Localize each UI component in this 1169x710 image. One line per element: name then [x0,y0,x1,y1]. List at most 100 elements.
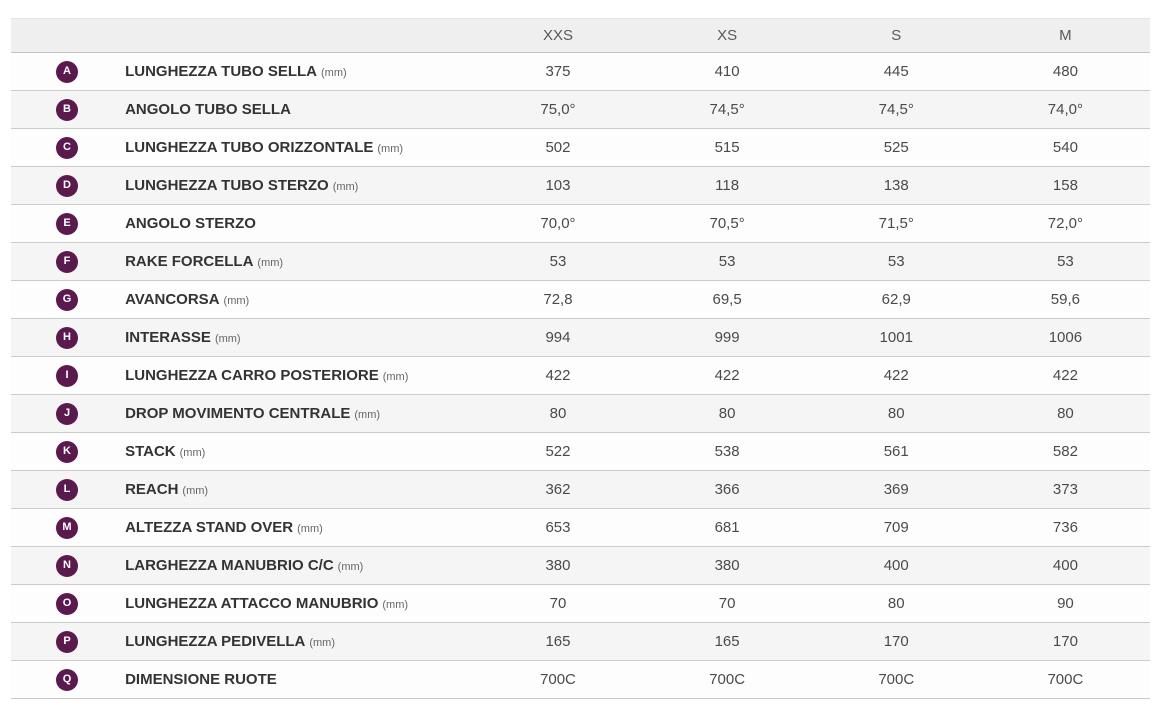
measurement-label: DIMENSIONE RUOTE [125,671,277,688]
value-cell-xs: 422 [642,356,812,395]
row-letter-badge: K [56,440,78,463]
value-cell-xs: 69,5 [642,280,812,319]
measurement-label: LUNGHEZZA TUBO STERZO [125,177,329,194]
value-cell-xxs: 422 [473,356,643,395]
value-cell-xxs: 700C [473,660,643,699]
measurement-label: INTERASSE [125,329,211,346]
table-row: Q DIMENSIONE RUOTE 700C 700C 700C 700C [11,660,1150,699]
value-cell-xxs: 75,0° [473,90,643,129]
value-cell-xs: 681 [642,508,812,547]
row-letter-badge: C [56,136,78,159]
value-cell-s: 525 [811,128,981,167]
value-cell-s: 138 [811,166,981,205]
measurement-label: ANGOLO STERZO [125,215,256,232]
measurement-label: DROP MOVIMENTO CENTRALE [125,405,351,422]
value-cell-s: 1001 [811,318,981,357]
header-badge-spacer [11,18,117,53]
value-cell-s: 71,5° [811,204,981,243]
row-letter-badge: O [56,592,78,615]
table-row: J DROP MOVIMENTO CENTRALE (mm) 80 80 80 8… [11,394,1150,433]
value-cell-xs: 70 [642,584,812,623]
value-cell-m: 700C [980,660,1150,699]
value-cell-m: 422 [980,356,1150,395]
value-cell-s: 80 [811,394,981,433]
row-letter-badge: L [56,478,78,501]
value-cell-m: 582 [980,432,1150,471]
measurement-label: LUNGHEZZA TUBO SELLA [125,63,318,80]
row-letter-badge: Q [56,668,78,691]
measurement-unit: (mm) [223,295,250,307]
value-cell-m: 736 [980,508,1150,547]
value-cell-xxs: 362 [473,470,643,509]
value-cell-xxs: 70,0° [473,204,643,243]
measurement-label: STACK [125,443,176,460]
value-cell-xxs: 994 [473,318,643,357]
column-header-xxs: XXS [473,18,643,53]
value-cell-xxs: 502 [473,128,643,167]
value-cell-xxs: 375 [473,52,643,91]
value-cell-s: 700C [811,660,981,699]
value-cell-xxs: 653 [473,508,643,547]
row-letter-badge: A [56,60,78,83]
measurement-unit: (mm) [382,371,409,383]
row-letter-badge: P [56,630,78,653]
value-cell-m: 59,6 [980,280,1150,319]
value-cell-s: 709 [811,508,981,547]
value-cell-xxs: 380 [473,546,643,585]
value-cell-m: 74,0° [980,90,1150,129]
value-cell-m: 540 [980,128,1150,167]
measurement-unit: (mm) [332,181,359,193]
value-cell-m: 480 [980,52,1150,91]
measurement-label: LUNGHEZZA CARRO POSTERIORE [125,367,379,384]
measurement-label: RAKE FORCELLA [125,253,254,270]
row-letter-badge: E [56,212,78,235]
measurement-unit: (mm) [354,409,381,421]
value-cell-xs: 538 [642,432,812,471]
table-row: O LUNGHEZZA ATTACCO MANUBRIO (mm) 70 70 8… [11,584,1150,623]
column-header-xs: XS [642,18,812,53]
value-cell-m: 373 [980,470,1150,509]
value-cell-xxs: 522 [473,432,643,471]
value-cell-m: 53 [980,242,1150,281]
value-cell-xxs: 165 [473,622,643,661]
measurement-unit: (mm) [377,143,404,155]
value-cell-xxs: 80 [473,394,643,433]
measurement-label: REACH [125,481,179,498]
value-cell-m: 90 [980,584,1150,623]
table-row: G AVANCORSA (mm) 72,8 69,5 62,9 59,6 [11,280,1150,319]
measurement-unit: (mm) [382,599,409,611]
table-row: A LUNGHEZZA TUBO SELLA (mm) 375 410 445 4… [11,52,1150,91]
value-cell-xs: 700C [642,660,812,699]
measurement-label: LUNGHEZZA PEDIVELLA [125,633,306,650]
column-header-s: S [811,18,981,53]
measurement-label: LUNGHEZZA ATTACCO MANUBRIO [125,595,379,612]
row-letter-badge: N [56,554,78,577]
table-row: I LUNGHEZZA CARRO POSTERIORE (mm) 422 422… [11,356,1150,395]
measurement-unit: (mm) [309,637,336,649]
value-cell-m: 72,0° [980,204,1150,243]
value-cell-m: 1006 [980,318,1150,357]
table-row: C LUNGHEZZA TUBO ORIZZONTALE (mm) 502 515… [11,128,1150,167]
bike-geometry-table: XXS XS S M A LUNGHEZZA TUBO SELLA (mm) 37… [11,18,1150,699]
table-row: E ANGOLO STERZO 70,0° 70,5° 71,5° 72,0° [11,204,1150,243]
table-row: B ANGOLO TUBO SELLA 75,0° 74,5° 74,5° 74… [11,90,1150,129]
measurement-unit: (mm) [297,523,323,535]
measurement-unit: (mm) [257,257,284,269]
value-cell-m: 158 [980,166,1150,205]
row-letter-badge: F [56,250,78,273]
value-cell-xxs: 72,8 [473,280,643,319]
table-row: L REACH (mm) 362 366 369 373 [11,470,1150,509]
column-header-m: M [980,18,1150,53]
value-cell-xs: 410 [642,52,812,91]
value-cell-xs: 74,5° [642,90,812,129]
value-cell-xs: 515 [642,128,812,167]
value-cell-s: 445 [811,52,981,91]
table-row: N LARGHEZZA MANUBRIO C/C (mm) 380 380 400… [11,546,1150,585]
value-cell-xs: 80 [642,394,812,433]
table-row: H INTERASSE (mm) 994 999 1001 1006 [11,318,1150,357]
value-cell-s: 422 [811,356,981,395]
value-cell-s: 74,5° [811,90,981,129]
header-label-spacer [116,18,474,53]
row-letter-badge: I [56,364,78,387]
